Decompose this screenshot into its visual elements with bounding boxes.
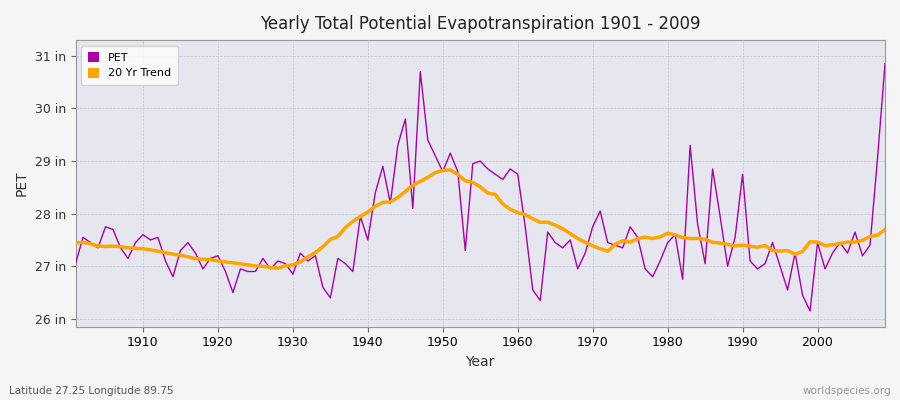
Title: Yearly Total Potential Evapotranspiration 1901 - 2009: Yearly Total Potential Evapotranspiratio… [260,15,700,33]
Y-axis label: PET: PET [15,171,29,196]
Legend: PET, 20 Yr Trend: PET, 20 Yr Trend [81,46,177,85]
X-axis label: Year: Year [465,355,495,369]
Text: Latitude 27.25 Longitude 89.75: Latitude 27.25 Longitude 89.75 [9,386,174,396]
Text: worldspecies.org: worldspecies.org [803,386,891,396]
